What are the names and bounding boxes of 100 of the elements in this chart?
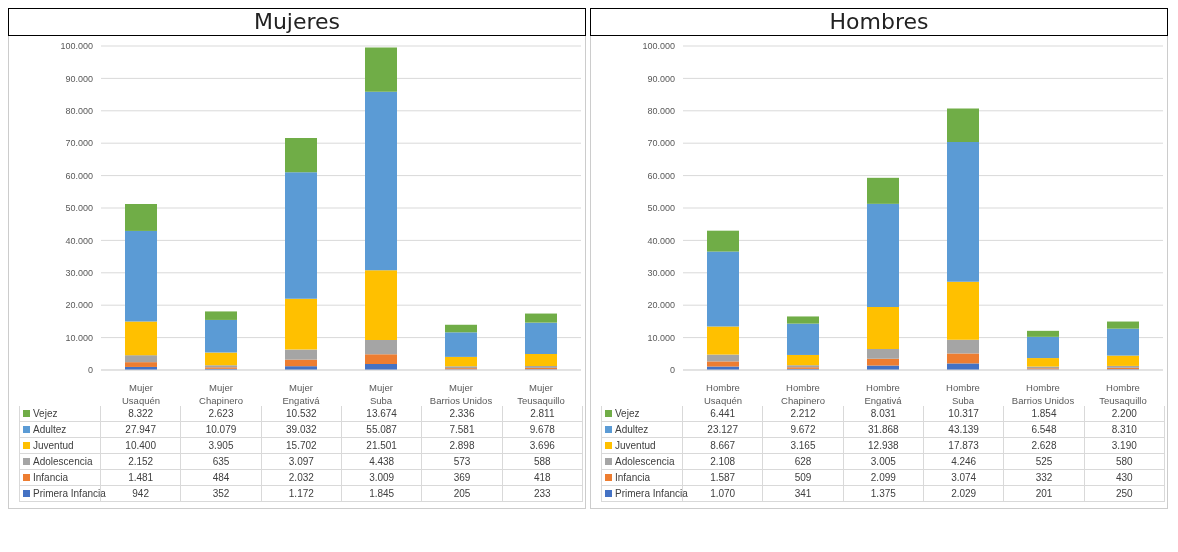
- data-label: 4.246: [923, 454, 1005, 470]
- data-label: 8.667: [683, 438, 764, 454]
- data-label: 1.845: [341, 486, 423, 502]
- data-label: 7.581: [422, 422, 503, 438]
- y-tick-label: 100.000: [60, 41, 93, 52]
- data-label: 1.172: [261, 486, 342, 502]
- x-tick-label: Mujer Teusaquillo: [517, 381, 565, 407]
- data-label: 2.029: [923, 486, 1005, 502]
- legend-label: Vejez: [19, 406, 101, 422]
- data-label: 2.811: [502, 406, 583, 422]
- data-label: 1.481: [101, 470, 182, 486]
- data-label: 369: [422, 470, 503, 486]
- data-label: 39.032: [261, 422, 342, 438]
- data-label: 2.152: [101, 454, 182, 470]
- x-tick-label: Hombre Barrios Unidos: [1011, 381, 1075, 407]
- y-tick-label: 80.000: [647, 106, 675, 116]
- data-label: 3.097: [261, 454, 342, 470]
- y-tick-label: 20.000: [647, 300, 675, 311]
- data-label: 352: [181, 486, 262, 502]
- data-label: 2.898: [422, 438, 503, 454]
- data-label: 341: [763, 486, 844, 502]
- data-label: 3.190: [1084, 438, 1165, 454]
- data-label: 12.938: [843, 438, 924, 454]
- data-label: 43.139: [923, 422, 1005, 438]
- y-tick-label: 60.000: [65, 170, 93, 181]
- data-label: 17.873: [923, 438, 1005, 454]
- data-label: 21.501: [341, 438, 423, 454]
- data-label: 2.032: [261, 470, 342, 486]
- data-label: 580: [1084, 454, 1165, 470]
- data-label: 6.548: [1004, 422, 1085, 438]
- legend-label: Vejez: [601, 406, 683, 422]
- data-label: 8.310: [1084, 422, 1165, 438]
- y-tick-label: 40.000: [647, 235, 675, 246]
- data-label: 2.336: [422, 406, 503, 422]
- data-label: 1.587: [683, 470, 764, 486]
- data-label: 3.905: [181, 438, 262, 454]
- legend-label: Adultez: [19, 422, 101, 438]
- y-tick-label: 10.000: [647, 332, 675, 343]
- data-label: 942: [132, 488, 149, 499]
- x-tick-label: Mujer Suba: [369, 381, 393, 407]
- data-label: 2.623: [181, 406, 262, 422]
- legend-label: Adolescencia: [601, 454, 683, 470]
- y-tick-label: 0: [87, 365, 93, 376]
- data-label: 2.099: [843, 470, 924, 486]
- data-label: 588: [502, 454, 583, 470]
- data-label: 1.854: [1004, 406, 1085, 422]
- y-tick-label: 100.000: [642, 41, 675, 52]
- y-tick-label: 50.000: [65, 203, 93, 214]
- data-label: 4.438: [341, 454, 423, 470]
- data-label: 55.087: [341, 422, 423, 438]
- y-tick-label: 20.000: [65, 300, 93, 311]
- data-label: 233: [502, 486, 583, 502]
- data-label: 9.678: [502, 422, 583, 438]
- data-label: 31.868: [843, 422, 924, 438]
- data-label: 3.696: [502, 438, 583, 454]
- data-label: 10.079: [181, 422, 262, 438]
- data-label: 2.200: [1084, 406, 1165, 422]
- y-tick-label: 80.000: [65, 106, 93, 116]
- data-label: 10.532: [261, 406, 342, 422]
- legend-label: Primera Infancia: [32, 487, 106, 501]
- data-label: 509: [763, 470, 844, 486]
- x-tick-label: Hombre Engativá: [864, 381, 903, 407]
- legend-label: Infancia: [19, 470, 101, 486]
- data-label: 13.674: [341, 406, 423, 422]
- legend-label: Adultez: [601, 422, 683, 438]
- y-tick-label: 0: [669, 365, 675, 376]
- x-tick-label: Hombre Usaquén: [703, 381, 743, 407]
- y-tick-label: 50.000: [647, 203, 675, 214]
- data-label: 525: [1004, 454, 1085, 470]
- data-label: 9.672: [763, 422, 844, 438]
- data-label: 2.212: [763, 406, 844, 422]
- data-label: 10.400: [101, 438, 182, 454]
- data-label: 201: [1004, 486, 1085, 502]
- y-tick-label: 70.000: [65, 138, 93, 149]
- data-label: 1.070: [710, 488, 736, 499]
- chart-title: Hombres: [590, 8, 1168, 36]
- data-label: 8.322: [101, 406, 182, 422]
- legend-label: Primera Infancia: [614, 487, 688, 501]
- data-label: 205: [422, 486, 503, 502]
- y-tick-label: 90.000: [647, 73, 675, 84]
- data-label: 10.317: [923, 406, 1005, 422]
- data-label: 23.127: [683, 422, 764, 438]
- data-label: 418: [502, 470, 583, 486]
- chart-title: Mujeres: [8, 8, 586, 36]
- y-tick-label: 70.000: [647, 138, 675, 149]
- x-tick-label: Hombre Teusaquillo: [1099, 381, 1147, 407]
- legend-label: Infancia: [601, 470, 683, 486]
- x-tick-label: Hombre Chapinero: [781, 381, 825, 407]
- x-tick-label: Hombre Suba: [946, 381, 980, 407]
- x-tick-label: Mujer Chapinero: [199, 381, 243, 407]
- x-tick-label: Mujer Usaquén: [121, 381, 161, 407]
- data-label: 3.165: [763, 438, 844, 454]
- data-label: 3.074: [923, 470, 1005, 486]
- x-tick-label: Mujer Barrios Unidos: [429, 381, 493, 407]
- x-tick-label: Mujer Engativá: [282, 381, 321, 407]
- data-label: 484: [181, 470, 262, 486]
- data-label: 250: [1084, 486, 1165, 502]
- y-tick-label: 60.000: [647, 170, 675, 181]
- data-label: 635: [181, 454, 262, 470]
- y-tick-label: 10.000: [65, 332, 93, 343]
